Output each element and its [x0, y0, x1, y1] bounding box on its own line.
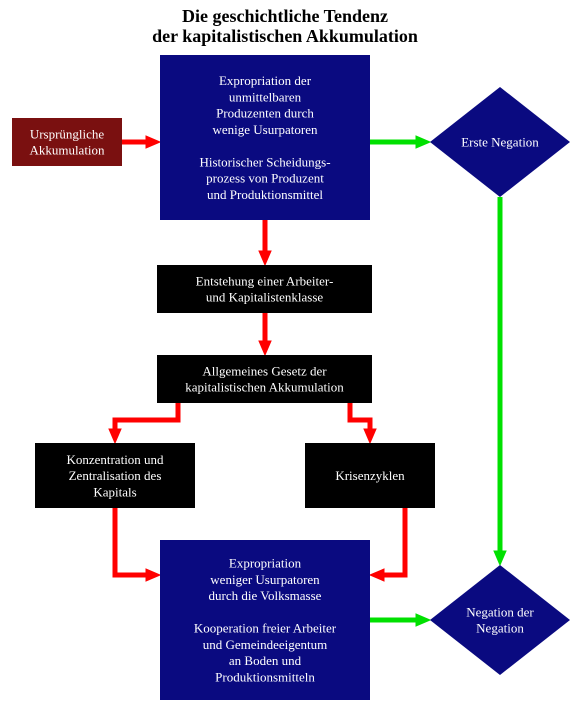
- node-expro1: Expropriation derunmittelbaren Produzente…: [160, 55, 370, 220]
- node-klasse-label: Entstehung einer Arbeiter-: [196, 273, 334, 288]
- node-expro2-label: an Boden und: [229, 653, 302, 668]
- node-expro2: Expropriationweniger Usurpatorendurch di…: [160, 540, 370, 700]
- node-acc-label: Ursprüngliche: [30, 126, 105, 141]
- node-expro2-label: weniger Usurpatoren: [210, 572, 320, 587]
- node-expro1-label: Historischer Scheidungs-: [199, 154, 330, 169]
- edge-e5: [115, 403, 178, 435]
- title-line-1: der kapitalistischen Akkumulation: [152, 26, 418, 46]
- node-expro2-label: Kooperation freier Arbeiter: [194, 621, 337, 636]
- title-line-0: Die geschichtliche Tendenz: [182, 6, 388, 26]
- node-acc-label: Akkumulation: [29, 143, 105, 158]
- node-expro1-label: Produzenten durch: [216, 106, 314, 121]
- node-expro1-label: wenige Usurpatoren: [212, 122, 318, 137]
- node-neg1: Erste Negation: [430, 87, 570, 197]
- node-expro2-label: Produktionsmitteln: [215, 669, 315, 684]
- edge-e9-head: [416, 614, 430, 626]
- edge-e8-head: [370, 569, 384, 581]
- node-konz-label: Konzentration und: [66, 452, 164, 467]
- node-konz-label: Kapitals: [93, 484, 136, 499]
- node-expro1-label: und Produktionsmittel: [207, 187, 323, 202]
- edge-e7-head: [146, 569, 160, 581]
- node-expro1-label: prozess von Produzent: [206, 171, 324, 186]
- node-konz-label: Zentralisation des: [69, 468, 162, 483]
- node-expro2-label: und Gemeindeeigentum: [203, 637, 328, 652]
- edge-e5-head: [109, 429, 121, 443]
- edge-e10-head: [494, 551, 506, 565]
- node-neg2: Negation der Negation: [430, 565, 570, 675]
- edge-e1-head: [146, 136, 160, 148]
- node-neg2-label: Negation der: [466, 604, 534, 619]
- node-gesetz-label: kapitalistischen Akkumulation: [185, 380, 344, 395]
- node-klasse-label: und Kapitalistenklasse: [206, 290, 324, 305]
- node-gesetz: Allgemeines Gesetz der kapitalistischen A…: [157, 355, 372, 403]
- node-krise-label: Krisenzyklen: [335, 468, 405, 483]
- node-krise: Krisenzyklen: [305, 443, 435, 508]
- edge-e3-head: [259, 251, 271, 265]
- node-expro2-label: Expropriation: [229, 556, 302, 571]
- node-konz: Konzentration undZentralisation desKapit…: [35, 443, 195, 508]
- nodes-layer: Ursprüngliche Akkumulation Expropriation d…: [12, 55, 570, 700]
- edge-e8: [378, 508, 405, 575]
- edge-e6-head: [364, 429, 376, 443]
- node-acc: Ursprüngliche Akkumulation: [12, 118, 122, 166]
- node-gesetz-label: Allgemeines Gesetz der: [202, 363, 327, 378]
- edge-e4-head: [259, 341, 271, 355]
- edge-e2-head: [416, 136, 430, 148]
- flowchart: Ursprüngliche Akkumulation Expropriation d…: [0, 0, 580, 710]
- edge-e7: [115, 508, 152, 575]
- node-neg2-label: Negation: [476, 621, 524, 636]
- node-expro1-label: Expropriation der: [219, 73, 312, 88]
- node-expro2-label: durch die Volksmasse: [209, 588, 322, 603]
- node-expro1-label: unmittelbaren: [229, 89, 302, 104]
- node-neg1-label: Erste Negation: [461, 135, 539, 150]
- title: Die geschichtliche Tendenzder kapitalist…: [152, 6, 418, 46]
- node-klasse: Entstehung einer Arbeiter-und Kapitalist…: [157, 265, 372, 313]
